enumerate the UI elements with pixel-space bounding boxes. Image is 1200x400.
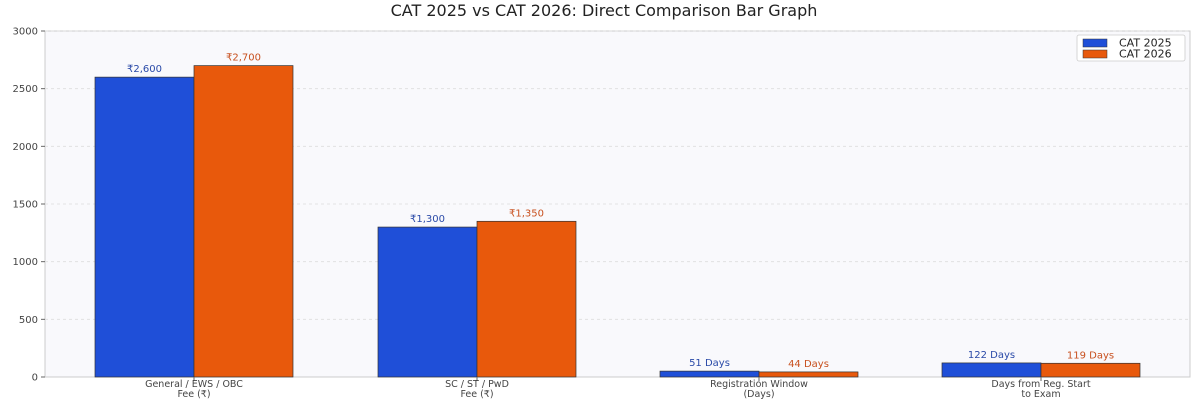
data-label: ₹2,600 <box>127 64 162 75</box>
y-tick-label: 2000 <box>13 142 38 153</box>
x-tick-label: Fee (₹) <box>177 389 210 400</box>
x-tick-label: SC / ST / PwD <box>445 379 509 390</box>
y-tick-label: 500 <box>19 315 38 326</box>
legend-entry: CAT 2025 <box>1119 37 1172 50</box>
y-tick-label: 0 <box>32 373 38 384</box>
data-label: 119 Days <box>1067 350 1114 361</box>
legend-swatch <box>1082 38 1108 48</box>
legend-swatch <box>1082 49 1108 59</box>
data-label: 122 Days <box>968 350 1015 361</box>
data-label: ₹1,350 <box>509 208 544 219</box>
bar-cat-2025 <box>94 76 195 378</box>
data-label: 44 Days <box>788 359 829 370</box>
x-tick-label: to Exam <box>1021 389 1060 400</box>
data-labels: ₹2,600 ₹2,700 ₹1,300 ₹1,350 51 Days 44 Days 12… <box>127 53 1114 370</box>
bar-cat-2026 <box>193 65 294 378</box>
bar-cat-2025 <box>377 226 478 378</box>
bars <box>94 65 1141 378</box>
x-tick-label: Days from Reg. Start <box>991 379 1090 390</box>
x-tick-label: Fee (₹) <box>460 389 493 400</box>
bar-cat-2026 <box>1040 362 1141 378</box>
bar-cat-2025 <box>659 370 760 378</box>
x-tick-label: (Days) <box>743 389 774 400</box>
y-tick-label: 1000 <box>13 257 38 268</box>
data-label: 51 Days <box>689 358 730 369</box>
bar-cat-2025 <box>941 362 1042 378</box>
legend-entry: CAT 2026 <box>1119 48 1172 61</box>
chart-title: CAT 2025 vs CAT 2026: Direct Comparison … <box>391 1 818 20</box>
y-tick-label: 2500 <box>13 84 38 95</box>
grid-lines <box>45 30 1190 320</box>
bar-cat-2026 <box>758 371 859 378</box>
axes: 0 500 1000 1500 2000 2500 3000 General / EWS / … <box>13 27 1091 400</box>
y-tick-label: 3000 <box>13 27 38 38</box>
data-label: ₹2,700 <box>226 53 261 64</box>
data-label: ₹1,300 <box>410 214 445 225</box>
x-tick-label: General / EWS / OBC <box>145 379 243 390</box>
x-tick-label: Registration Window <box>710 379 808 390</box>
y-tick-label: 1500 <box>13 200 38 211</box>
bar-cat-2026 <box>476 220 577 378</box>
